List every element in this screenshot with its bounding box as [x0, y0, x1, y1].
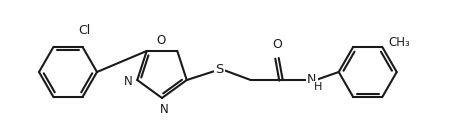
Text: N: N [307, 73, 316, 86]
Text: Cl: Cl [78, 24, 91, 37]
Text: H: H [314, 82, 322, 92]
Text: CH₃: CH₃ [388, 36, 410, 49]
Text: O: O [156, 34, 166, 47]
Text: N: N [124, 74, 132, 88]
Text: O: O [272, 38, 282, 51]
Text: N: N [160, 103, 168, 116]
Text: S: S [216, 63, 224, 76]
